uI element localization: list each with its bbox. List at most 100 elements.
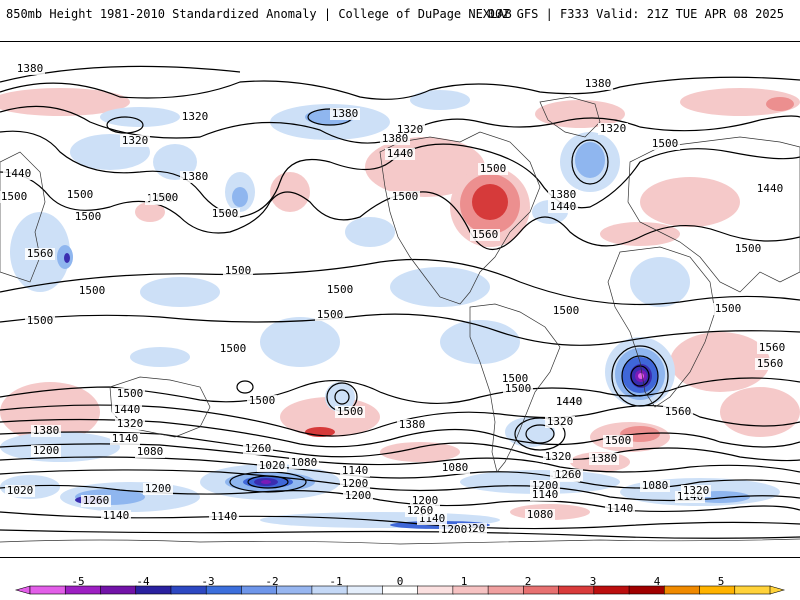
contour-label-bg xyxy=(713,303,743,315)
contour-label-bg xyxy=(65,189,95,201)
colorbar-tick-label: 3 xyxy=(589,575,597,588)
contour-label: 1500 xyxy=(67,188,94,201)
contour-label-bg xyxy=(440,462,470,474)
colorbar-segment xyxy=(100,585,137,595)
colorbar-tick-label: -3 xyxy=(201,575,215,588)
anomaly-region xyxy=(140,277,220,307)
anomaly-region xyxy=(638,373,644,379)
contour-label-bg xyxy=(223,265,253,277)
height-contour xyxy=(236,380,254,394)
contour-label: 1500 xyxy=(605,434,632,447)
anomaly-region xyxy=(100,107,180,127)
contour-label-bg xyxy=(120,135,150,147)
colorbar-tick-label: -1 xyxy=(329,575,343,588)
contour-label: 1080 xyxy=(137,445,164,458)
contour-label: 1440 xyxy=(757,182,784,195)
contour-label: 1500 xyxy=(553,304,580,317)
contour-label: 1500 xyxy=(212,207,239,220)
height-contour xyxy=(0,65,241,83)
contour-label-bg xyxy=(289,457,319,469)
contour-label: 1500 xyxy=(152,191,179,204)
contour-label: 1380 xyxy=(550,188,577,201)
height-contour xyxy=(630,365,650,387)
height-contour xyxy=(0,418,800,448)
contour-label: 1200 xyxy=(342,477,369,490)
colorbar-tick-label: 1 xyxy=(460,575,468,588)
contour-label-bg xyxy=(180,111,210,123)
coastline-south-america xyxy=(469,303,561,473)
contour-label-bg xyxy=(110,433,140,445)
contour-label: 1440 xyxy=(114,403,141,416)
contour-label-bg xyxy=(31,425,61,437)
contour-label-bg xyxy=(548,189,578,201)
colorbar-segment xyxy=(346,585,384,595)
anomaly-region xyxy=(260,317,340,367)
height-contour xyxy=(621,355,659,397)
contour-label: 1020 xyxy=(7,484,34,497)
anomaly-region xyxy=(64,253,70,263)
contour-label: 1380 xyxy=(591,452,618,465)
contour-label-bg xyxy=(681,485,711,497)
contour-label-bg xyxy=(210,208,240,220)
contour-label-bg xyxy=(650,138,680,150)
contour-label: 1260 xyxy=(407,504,434,517)
anomaly-region xyxy=(130,347,190,367)
colorbar-segment xyxy=(417,585,454,595)
anomaly-region xyxy=(680,88,800,116)
colorbar-tick-label: 0 xyxy=(396,575,404,588)
contour-label-bg xyxy=(500,373,530,385)
anomaly-region xyxy=(670,332,770,392)
contour-label: 1500 xyxy=(715,302,742,315)
contour-label-bg xyxy=(755,183,785,195)
contour-label: 1500 xyxy=(220,342,247,355)
anomaly-region xyxy=(535,100,625,128)
anomaly-region xyxy=(345,217,395,247)
colorbar-segment xyxy=(452,585,489,595)
height-contour xyxy=(0,258,800,306)
contour-label-bg xyxy=(548,201,578,213)
colorbar-canvas xyxy=(14,585,786,595)
contour-label-bg xyxy=(77,285,107,297)
contour-label: 1080 xyxy=(642,479,669,492)
anomaly-region xyxy=(440,320,520,364)
coastline-layer xyxy=(0,96,800,545)
contour-label: 1320 xyxy=(547,415,574,428)
contour-label: 1200 xyxy=(145,482,172,495)
contour-label: 1380 xyxy=(33,424,60,437)
contour-label: 1140 xyxy=(532,488,559,501)
colorbar xyxy=(0,566,800,600)
contour-label: 1320 xyxy=(397,123,424,136)
colorbar-tick-label: 4 xyxy=(653,575,661,588)
contour-label: 1380 xyxy=(399,418,426,431)
anomaly-region xyxy=(720,387,800,437)
contour-label-bg xyxy=(143,483,173,495)
colorbar-arrow-left xyxy=(14,585,31,595)
anomaly-region xyxy=(766,97,794,111)
contour-label-bg xyxy=(390,191,420,203)
contour-label-layer: 1380 1320 1320 1380 1440 1500 1500 1440 1500 1380… xyxy=(0,62,787,536)
contour-label: 1500 xyxy=(392,190,419,203)
contour-label-bg xyxy=(640,480,670,492)
coastline-greenland xyxy=(539,96,601,138)
contour-label-bg xyxy=(340,465,370,477)
contour-label-bg xyxy=(243,443,273,455)
contour-label-bg xyxy=(315,309,345,321)
contour-label-bg xyxy=(257,460,287,472)
contour-label-bg xyxy=(335,406,365,418)
map-canvas: 1380 1320 1320 1380 1440 1500 1500 1440 1500 1380… xyxy=(0,62,800,545)
anomaly-region xyxy=(410,90,470,110)
contour-label-bg xyxy=(31,445,61,457)
contour-label-bg xyxy=(755,358,785,370)
anomaly-map: 1380 1320 1320 1380 1440 1500 1500 1440 1500 1380… xyxy=(0,41,800,558)
height-contour xyxy=(0,76,800,100)
contour-label-bg xyxy=(605,503,635,515)
anomaly-shading-layer xyxy=(0,88,800,529)
contour-label-bg xyxy=(150,192,180,204)
colorbar-segment xyxy=(276,585,313,595)
height-contour xyxy=(106,116,144,134)
contour-label: 1380 xyxy=(332,107,359,120)
model-run-valid-time: 00Z GFS | F333 Valid: 21Z TUE APR 08 202… xyxy=(487,7,784,21)
anomaly-region xyxy=(505,417,555,447)
contour-label: 1260 xyxy=(245,442,272,455)
anomaly-region xyxy=(575,142,605,178)
